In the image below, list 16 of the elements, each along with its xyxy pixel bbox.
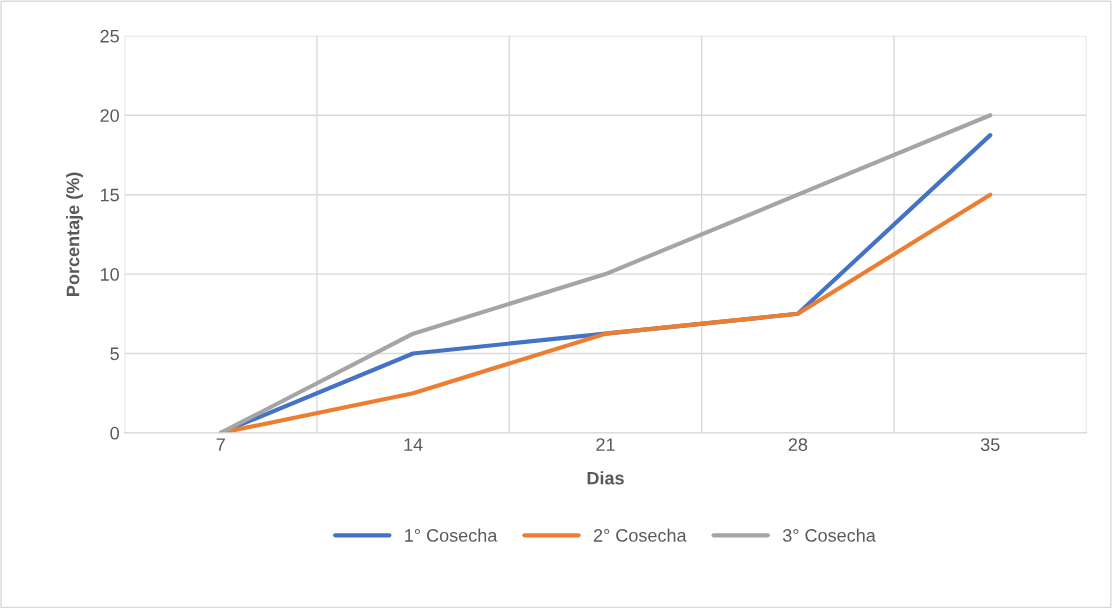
x-tick-label: 21 xyxy=(596,438,615,451)
legend-label: 1° Cosecha xyxy=(405,528,498,542)
y-tick-label: 5 xyxy=(110,347,119,361)
y-tick-label: 15 xyxy=(100,188,119,202)
y-tick-label: 10 xyxy=(100,268,119,281)
legend-label: 2° Cosecha xyxy=(593,528,687,542)
x-axis-title: Dias xyxy=(587,471,624,485)
x-tick-label: 7 xyxy=(216,438,225,451)
y-axis-title: Porcentaje (%) xyxy=(66,172,83,296)
x-tick-label: 14 xyxy=(404,438,423,451)
x-tick-label: 28 xyxy=(788,438,808,452)
y-tick-label: 25 xyxy=(100,29,119,43)
y-tick-label: 0 xyxy=(110,426,119,440)
legend-label: 3° Cosecha xyxy=(782,528,876,542)
x-tick-label: 35 xyxy=(980,438,1000,452)
y-tick-label: 20 xyxy=(100,109,119,122)
